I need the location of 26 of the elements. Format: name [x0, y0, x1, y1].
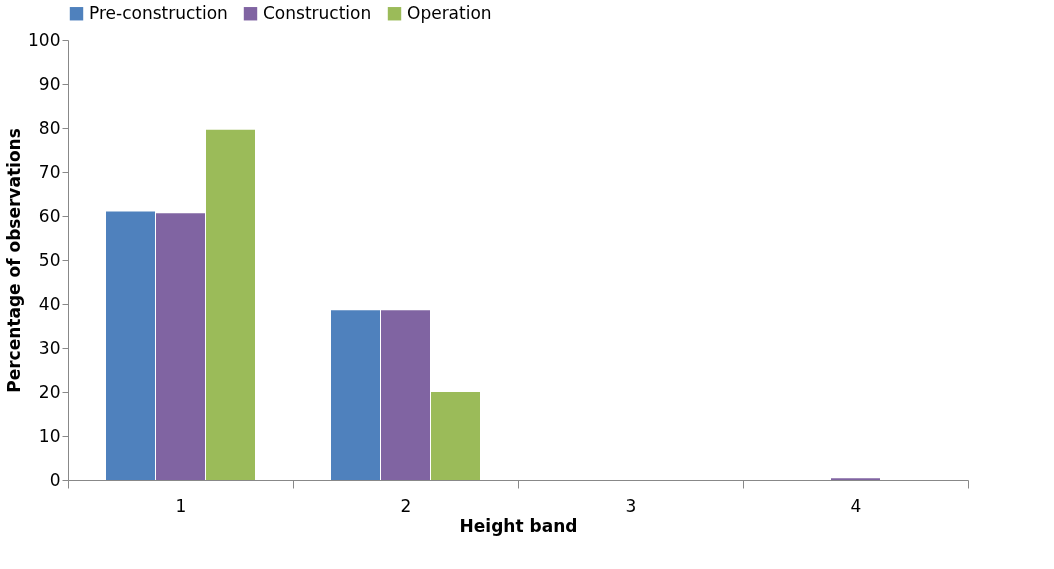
bar	[431, 392, 480, 480]
x-tick-label: 2	[400, 495, 412, 516]
bar	[381, 310, 430, 480]
x-tick-label: 1	[175, 495, 187, 516]
y-tick-label: 80	[38, 117, 61, 138]
y-tick-label: 60	[38, 205, 61, 226]
bar	[331, 310, 380, 480]
legend-label: Construction	[263, 2, 372, 23]
bar	[206, 129, 255, 480]
y-tick-label: 90	[38, 73, 61, 94]
bar	[156, 213, 205, 480]
y-tick-label: 30	[38, 337, 61, 358]
x-axis-title: Height band	[459, 515, 578, 536]
y-tick-label: 50	[38, 249, 61, 270]
x-tick-label: 4	[850, 495, 862, 516]
y-tick-label: 0	[49, 469, 61, 490]
legend-label: Pre-construction	[89, 2, 228, 23]
y-tick-label: 70	[38, 161, 61, 182]
y-tick-label: 10	[38, 425, 61, 446]
y-tick-label: 40	[38, 293, 61, 314]
y-axis-title: Percentage of observations	[4, 128, 25, 393]
legend-label: Operation	[407, 2, 492, 23]
y-tick-label: 100	[28, 29, 61, 50]
y-tick-label: 20	[38, 381, 61, 402]
x-tick-label: 3	[625, 495, 637, 516]
bar	[106, 211, 155, 480]
